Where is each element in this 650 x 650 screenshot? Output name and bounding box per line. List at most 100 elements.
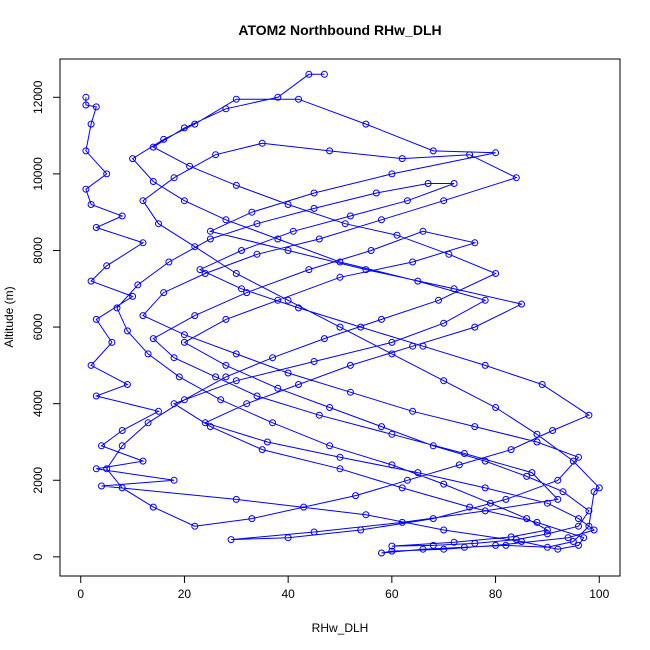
data-point [424,180,432,187]
data-point [575,522,582,530]
data-point [284,296,292,304]
data-point [492,541,500,549]
data-point [450,180,458,187]
data-point [440,377,448,385]
data-point [149,335,157,343]
data-point [590,488,598,496]
data-point [212,373,220,381]
data-point [378,216,385,224]
data-point [269,354,277,362]
data-point [378,423,385,431]
data-point [170,174,178,182]
data-point [590,526,598,534]
data-point [569,538,577,545]
data-point [336,258,344,266]
data-point [440,319,448,327]
data-point [310,204,318,212]
data-point [419,545,427,553]
data-point [440,480,448,488]
data-point [139,197,147,205]
data-point [87,201,95,208]
x-axis: 0 20 40 60 80 100 [77,575,610,601]
data-point [554,495,562,503]
data-point [274,235,282,243]
data-point [466,503,474,511]
data-point [238,247,245,254]
data-point [320,70,328,78]
data-point [191,522,199,530]
data-point [440,545,448,553]
data-point [388,430,396,438]
data-point [201,270,209,277]
data-point [575,453,582,461]
data-point [274,296,282,304]
data-point [569,457,577,465]
data-point [253,250,261,258]
data-point [87,120,95,128]
y-tick-label: 8000 [31,237,45,264]
data-point [139,312,147,320]
data-point [460,450,468,457]
data-point [481,361,489,369]
x-axis-label: RHw_DLH [312,621,369,635]
data-point [481,507,489,515]
data-point [295,381,302,388]
data-point [92,315,100,323]
data-point [559,488,567,496]
series-points [82,70,603,557]
data-point [134,281,142,289]
data-point [227,536,235,544]
data-point [170,354,178,362]
data-point [523,515,531,523]
data-point [409,342,417,350]
data-point [398,518,406,526]
data-point [284,201,292,208]
data-point [326,442,334,450]
data-point [502,541,510,549]
data-point [471,423,479,431]
data-point [98,482,105,490]
data-point [429,442,437,450]
data-point [450,538,458,546]
data-point [523,472,531,480]
data-point [232,95,240,103]
data-point [471,539,479,547]
y-axis: 0 2000 4000 6000 8000 10000 12000 [31,80,61,560]
data-point [403,476,411,484]
data-point [269,419,277,427]
data-point [191,120,199,128]
data-point [92,103,100,111]
data-point [191,243,199,251]
data-point [238,285,245,293]
data-point [585,411,593,419]
y-tick-label: 10000 [31,157,45,191]
data-point [284,534,292,542]
data-point [180,338,188,346]
data-point [518,300,525,308]
data-point [284,247,292,254]
data-point [108,338,116,346]
data-point [149,178,157,185]
data-point [180,124,188,132]
data-point [180,197,188,205]
data-point [212,151,220,159]
data-point [450,285,458,293]
data-point [471,323,479,331]
data-point [118,427,126,434]
data-point [232,350,240,358]
data-point [222,373,230,381]
data-point [486,499,494,507]
data-point [170,400,178,408]
data-point [284,369,292,377]
data-point [388,338,396,346]
data-point [92,224,100,231]
plot-frame [59,58,621,577]
data-point [393,231,401,239]
data-point [118,212,126,220]
data-point [222,105,230,113]
data-point [580,534,588,542]
data-point [87,361,95,369]
series-line [85,73,601,554]
data-point [206,235,214,243]
